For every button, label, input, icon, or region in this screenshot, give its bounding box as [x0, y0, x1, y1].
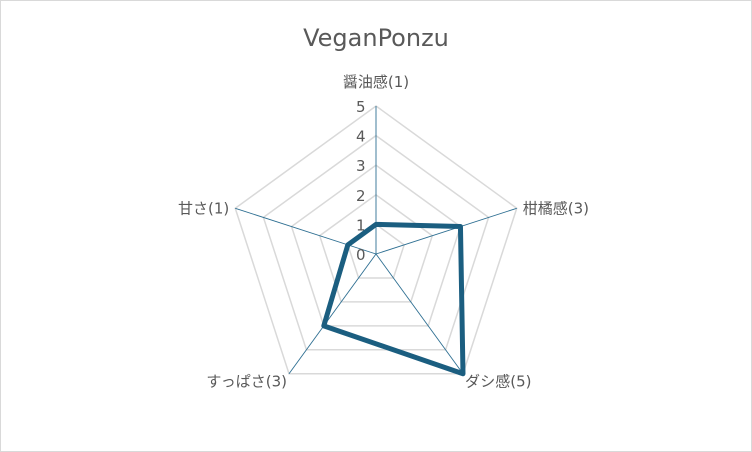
axis-line [375, 207, 517, 255]
category-label: 醤油感(1) [343, 73, 409, 91]
category-label: 柑橘感(3) [523, 199, 589, 217]
tick-label: 1 [356, 216, 366, 234]
tick-label: 0 [356, 246, 366, 264]
tick-label: 3 [356, 157, 366, 175]
category-label: すっぱさ(3) [206, 373, 287, 391]
tick-label: 5 [356, 98, 366, 116]
axis-line [235, 207, 377, 255]
gridline-3 [290, 164, 462, 327]
gridline-5 [234, 105, 518, 375]
gridline-4 [262, 134, 490, 351]
series-line [321, 221, 466, 377]
gridline-2 [318, 193, 434, 303]
tick-label: 2 [356, 187, 366, 205]
tick-label: 4 [356, 128, 366, 146]
category-label: 甘さ(1) [178, 199, 229, 217]
category-label: ダシ感(5) [465, 373, 532, 391]
axis-line [288, 253, 377, 374]
chart-title: VeganPonzu [303, 24, 449, 52]
axis-line [375, 253, 464, 374]
